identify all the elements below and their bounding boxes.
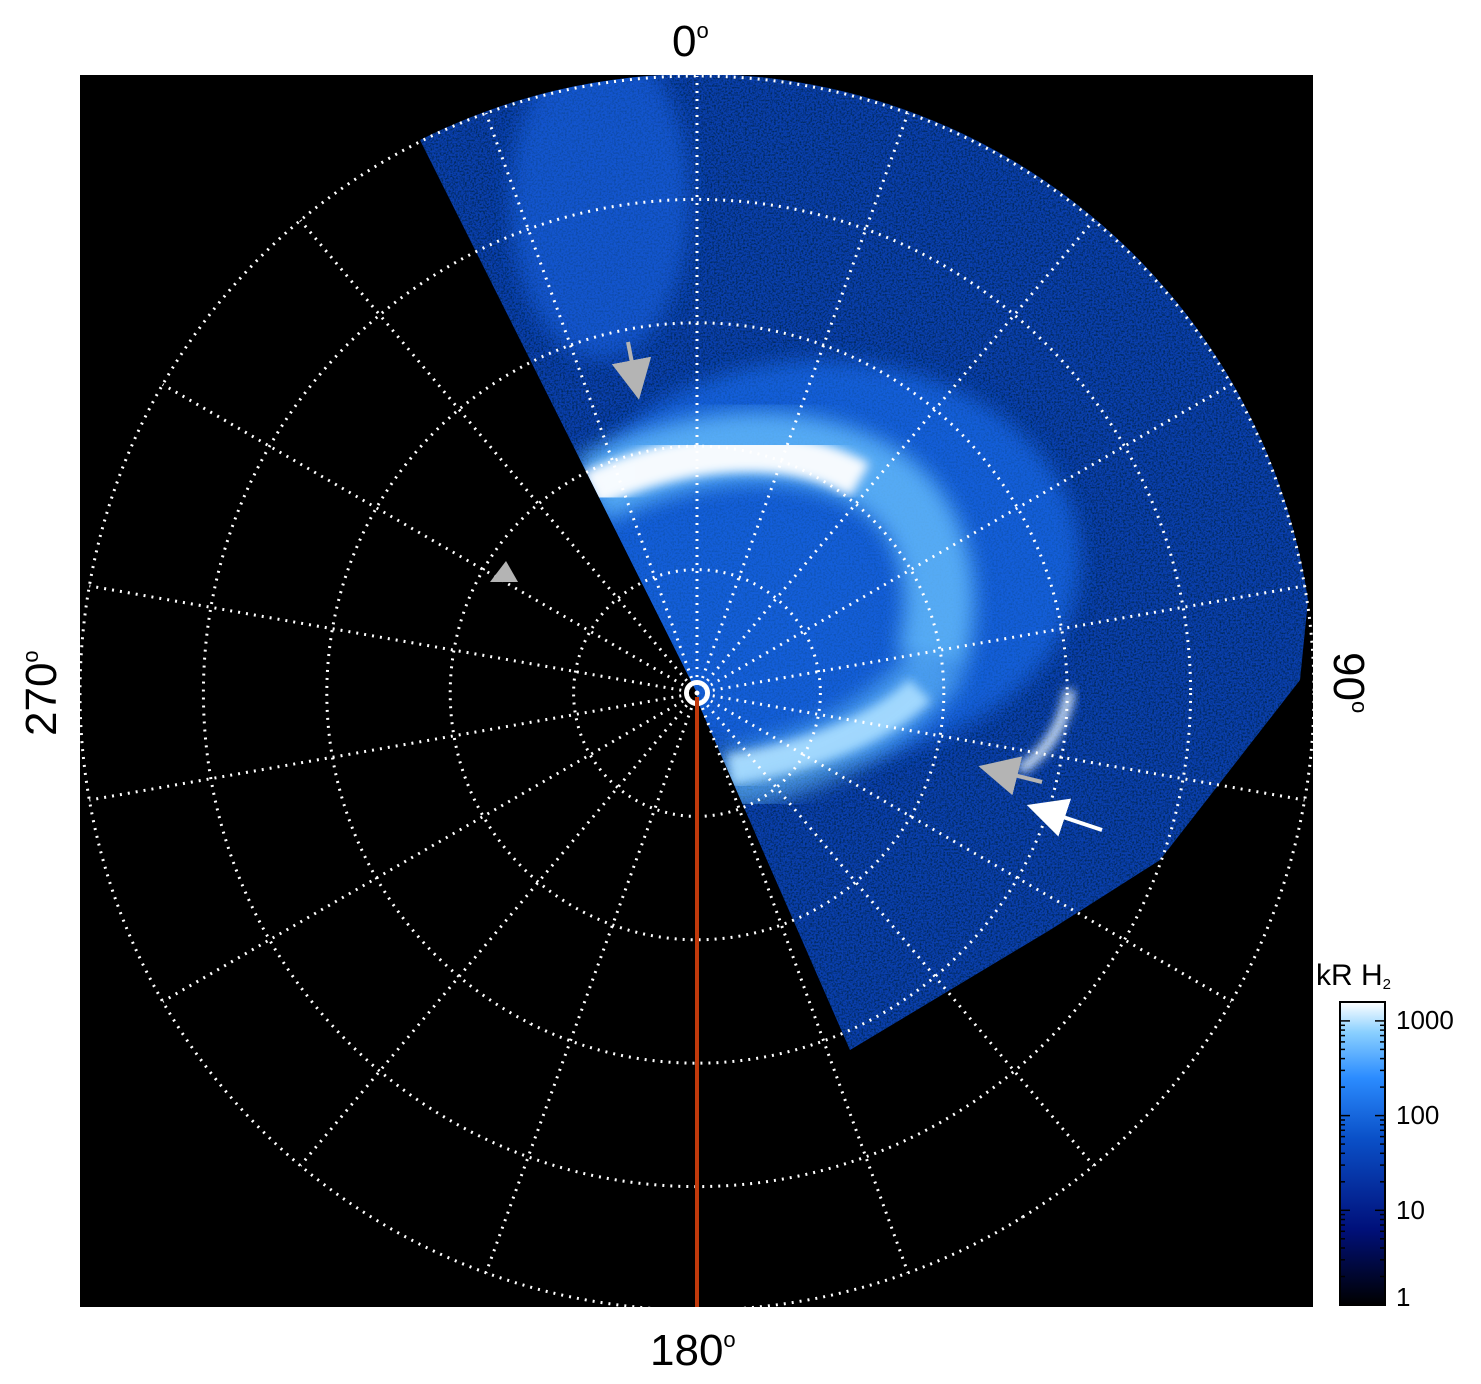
colorbar-tick-label-1000: 1000 xyxy=(1396,1005,1454,1035)
colorbar-title: kR H2 xyxy=(1316,959,1391,993)
grid-ring xyxy=(325,321,1069,1065)
gray-arrow-top xyxy=(611,341,652,400)
label-270-deg: 270o xyxy=(17,650,66,736)
white-arrow-right xyxy=(1026,798,1103,837)
label-180-deg: 180o xyxy=(650,1326,736,1375)
colorbar-tick-label-1: 1 xyxy=(1396,1282,1410,1312)
annotation-arrows xyxy=(490,341,1103,837)
colorbar: kR H2 1000 100 10 1 xyxy=(1316,959,1454,1312)
grid-ring xyxy=(201,197,1193,1189)
gray-arrow-right xyxy=(978,756,1043,796)
gray-triangle-left xyxy=(490,561,518,582)
colorbar-bar xyxy=(1339,1001,1386,1306)
label-90-deg: 90o xyxy=(1324,652,1373,713)
colorbar-ticks xyxy=(1340,1020,1385,1306)
label-0-deg: 0o xyxy=(672,17,709,66)
colorbar-tick-label-100: 100 xyxy=(1396,1100,1439,1130)
colorbar-tick-label-10: 10 xyxy=(1396,1195,1425,1225)
